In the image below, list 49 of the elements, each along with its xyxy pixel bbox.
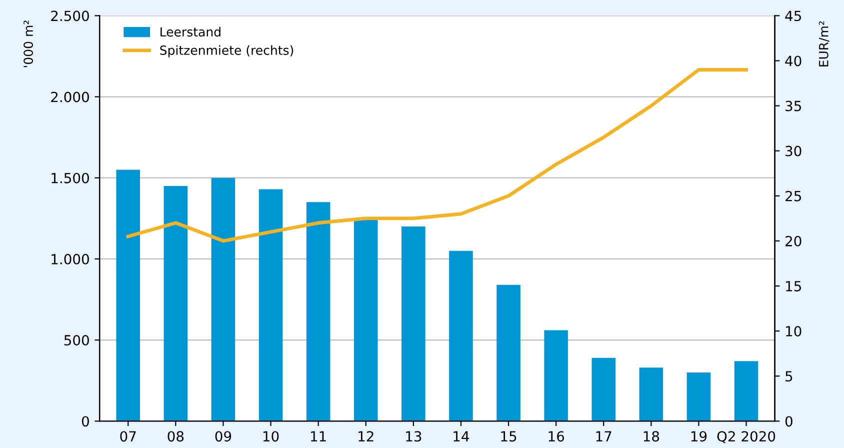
bar: [402, 226, 426, 422]
line-series: [126, 68, 748, 243]
x-tick-label: 07: [120, 431, 136, 442]
bar: [639, 368, 664, 422]
legend-label: Spitzenmiete (rechts): [160, 45, 294, 58]
x-tick-label: Q2 2020: [717, 431, 776, 444]
y2-tick-label: 10: [786, 326, 802, 336]
y-tick-label: 2.000: [51, 92, 89, 102]
bar: [592, 358, 616, 422]
y2-tick-label: 15: [786, 281, 801, 292]
y2-tick-label: 35: [786, 100, 801, 112]
y2-tick-label: 40: [785, 56, 802, 66]
y2-tick-label: 30: [786, 146, 802, 156]
bar: [544, 330, 568, 422]
bar: [449, 250, 473, 422]
x-tick-label: 09: [215, 431, 232, 442]
y-axis-title: '000 m²: [24, 20, 34, 68]
x-tick-label: 19: [691, 431, 707, 442]
y-tick-label: 2.500: [51, 10, 89, 22]
y2-tick-label: 45: [785, 10, 801, 22]
bar: [211, 178, 236, 422]
y-tick-label: 1.000: [52, 254, 89, 264]
x-tick-label: 18: [644, 431, 660, 442]
y2-axis-title: EUR/m²: [818, 21, 830, 66]
x-tick-label: 08: [168, 431, 184, 442]
y2-tick-label: 25: [786, 190, 801, 202]
x-tick-label: 14: [454, 431, 470, 442]
x-tick-label: 11: [311, 431, 326, 442]
y2-tick-label: 5: [786, 371, 792, 382]
y2-tick-label: 20: [786, 236, 802, 246]
bar: [686, 372, 711, 422]
y-tick-label: 0: [82, 416, 89, 427]
bar: [116, 170, 140, 422]
legend-label: Leerstand: [160, 26, 220, 37]
bar: [258, 189, 283, 422]
y-tick-label: 500: [64, 335, 89, 346]
x-tick-label: 10: [263, 431, 279, 442]
x-tick-label: 17: [596, 431, 612, 442]
bar: [164, 186, 188, 422]
y2-tick-label: 0: [785, 416, 792, 427]
bar: [496, 284, 520, 422]
x-tick-label: 15: [501, 431, 516, 442]
x-tick-label: 12: [358, 431, 374, 442]
x-tick-label: 16: [548, 431, 564, 442]
y-tick-label: 1.500: [52, 172, 89, 184]
bar: [354, 220, 378, 422]
x-tick-label: 13: [406, 431, 422, 442]
bar: [306, 202, 330, 422]
bar: [734, 361, 758, 422]
